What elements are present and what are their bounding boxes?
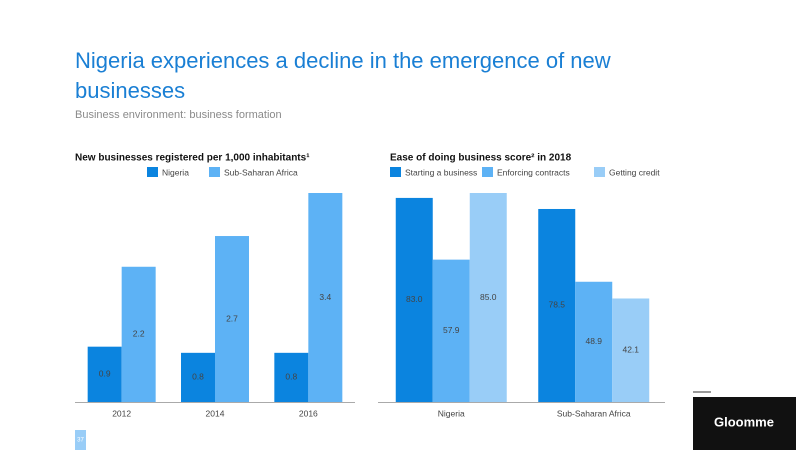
slide-subtitle: Business environment: business formation — [75, 109, 282, 121]
value-label: 48.9 — [585, 336, 602, 346]
legend-label: Getting credit — [609, 167, 660, 177]
bar — [612, 298, 650, 402]
value-label: 85.0 — [480, 292, 497, 302]
chart-title: Ease of doing business score² in 2018 — [390, 153, 572, 164]
bar — [181, 352, 215, 402]
legend-label: Enforcing contracts — [497, 167, 570, 177]
slide-title: Nigeria experiences a decline in the eme… — [75, 48, 611, 73]
x-tick-label: 2012 — [112, 408, 131, 418]
value-label: 2.2 — [133, 329, 145, 339]
x-tick-label: 2016 — [299, 408, 318, 418]
value-label: 0.9 — [99, 369, 111, 379]
legend-label: Nigeria — [162, 167, 189, 177]
logo: Gloomme — [714, 414, 774, 429]
legend-swatch — [482, 167, 493, 177]
legend-swatch — [390, 167, 401, 177]
bar — [308, 193, 343, 402]
value-label: 83.0 — [406, 294, 423, 304]
bar — [274, 352, 309, 402]
bar — [575, 281, 613, 402]
bar — [121, 266, 156, 402]
value-label: 0.8 — [192, 372, 204, 382]
page-number-box — [75, 430, 86, 450]
value-label: 57.9 — [443, 325, 460, 335]
logo-box — [693, 397, 796, 450]
value-label: 0.8 — [285, 372, 297, 382]
value-label: 3.4 — [319, 292, 331, 302]
bar — [432, 259, 470, 402]
legend-swatch — [147, 167, 158, 177]
value-label: 42.1 — [622, 344, 639, 354]
bar — [469, 193, 507, 402]
page-number: 37 — [77, 438, 84, 444]
legend-swatch — [209, 167, 220, 177]
bar — [215, 236, 249, 402]
x-tick-label: Nigeria — [438, 408, 465, 418]
legend-swatch — [594, 167, 605, 177]
legend-label: Sub-Saharan Africa — [224, 167, 298, 177]
bar — [538, 208, 576, 402]
value-label: 2.7 — [226, 313, 238, 323]
legend-label: Starting a business — [405, 167, 477, 177]
x-tick-label: Sub-Saharan Africa — [557, 408, 631, 418]
x-tick-label: 2014 — [206, 408, 225, 418]
bar — [395, 197, 433, 402]
slide-title: businesses — [75, 78, 185, 103]
bar — [87, 346, 122, 402]
chart-title: New businesses registered per 1,000 inha… — [75, 153, 310, 164]
value-label: 78.5 — [548, 300, 565, 310]
